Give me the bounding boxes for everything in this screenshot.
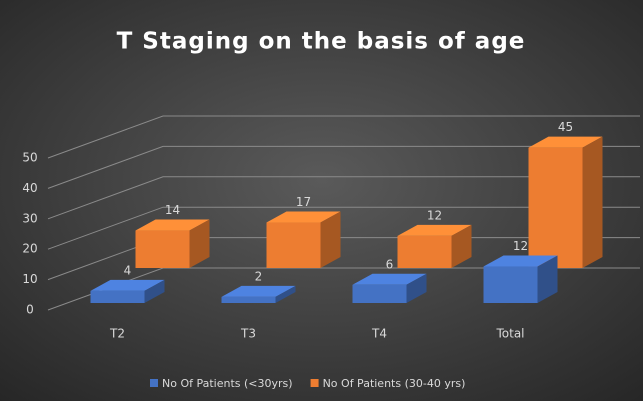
bar (397, 224, 472, 268)
bar-front (483, 266, 538, 303)
bar-front (266, 222, 321, 268)
bar-top (528, 136, 603, 148)
legend-swatch (150, 379, 158, 387)
legend: No Of Patients (<30yrs) No Of Patients (3… (150, 377, 465, 390)
bar-top (483, 255, 558, 267)
bar-top (90, 279, 165, 291)
bar-front (221, 296, 276, 303)
bar-side (189, 219, 210, 268)
bar-side (582, 136, 603, 268)
y-tick-label: 50 (22, 151, 37, 165)
grid: 0 10 20 30 40 50 (22, 115, 640, 317)
bar-top (266, 211, 341, 223)
x-tick-label: Total (495, 327, 524, 341)
bar (266, 211, 341, 268)
grid-line (47, 115, 640, 159)
bar-top (352, 273, 427, 285)
y-tick-label: 0 (26, 303, 34, 317)
grid-line (47, 206, 640, 250)
grid-line (47, 176, 640, 220)
x-tick-label: T3 (240, 327, 256, 341)
y-tick-label: 20 (22, 242, 37, 256)
bar-front (135, 230, 190, 268)
bar-top (221, 285, 296, 297)
bar-top (135, 219, 210, 231)
data-label: 12 (513, 239, 528, 253)
bar-side (406, 273, 427, 303)
chart-title: T Staging on the basis of age (117, 29, 526, 55)
bar (352, 273, 427, 303)
data-label: 17 (296, 195, 311, 209)
bar-side (320, 211, 341, 268)
bar-side (144, 279, 165, 303)
bar (135, 219, 210, 268)
data-label: 45 (558, 120, 573, 134)
data-label: 4 (124, 263, 132, 277)
bar (483, 255, 558, 303)
data-label: 12 (427, 208, 442, 222)
bar-front (397, 235, 452, 268)
bars: 14 17 12 45 4 2 6 12 T2 T3 T4 Total (90, 120, 603, 341)
bar-side (537, 255, 558, 303)
legend-label: No Of Patients (<30yrs) (162, 377, 293, 390)
bar-front (352, 284, 407, 303)
legend-label: No Of Patients (30-40 yrs) (323, 377, 466, 390)
bar-front (528, 147, 583, 268)
bar (528, 136, 603, 268)
x-tick-label: T2 (109, 327, 125, 341)
y-tick-label: 30 (22, 211, 37, 225)
legend-swatch (310, 379, 319, 387)
bar-front (90, 290, 145, 303)
bar (90, 279, 165, 303)
x-tick-label: T4 (371, 327, 387, 341)
bar (221, 285, 296, 303)
bar-side (451, 224, 472, 268)
bar-side (275, 285, 296, 303)
data-label: 6 (386, 257, 394, 271)
bar-top (397, 224, 472, 236)
data-label: 2 (255, 269, 263, 283)
y-tick-label: 40 (22, 181, 37, 195)
y-tick-label: 10 (22, 272, 37, 286)
data-label: 14 (165, 203, 180, 217)
grid-line (47, 145, 640, 189)
